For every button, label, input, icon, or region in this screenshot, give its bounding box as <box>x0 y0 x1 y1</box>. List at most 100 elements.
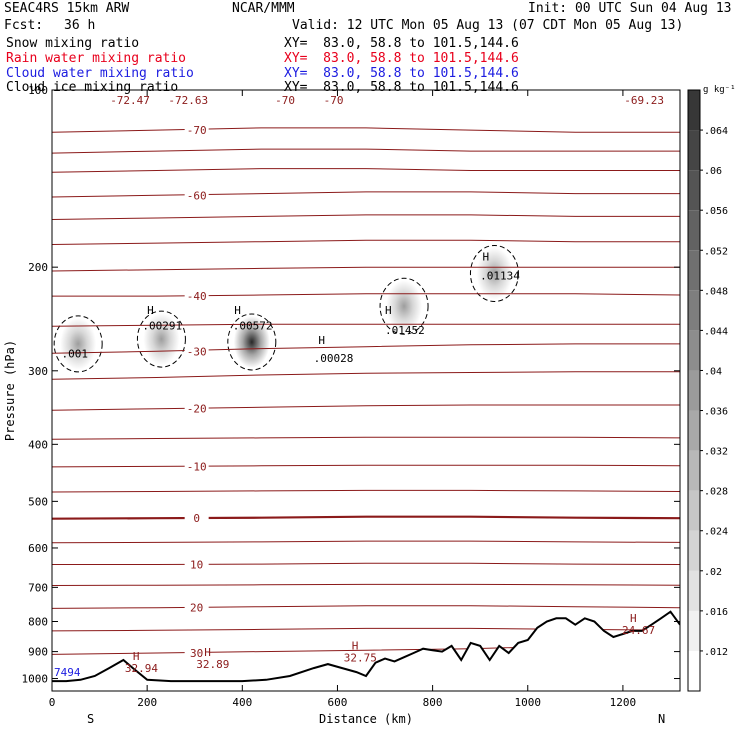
temperature-label-bg-9 <box>184 346 209 359</box>
temperature-label-19: 20 <box>190 602 203 615</box>
temperature-label-11: -20 <box>187 403 207 416</box>
ice-shading-3 <box>386 280 423 333</box>
colorbar-tick-label-11: .056 <box>704 206 728 217</box>
temperature-label-bg-21 <box>184 648 209 661</box>
colorbar-step-6 <box>688 410 700 451</box>
temperature-contour-11 <box>52 404 680 411</box>
top-label-2: -70 <box>275 94 295 107</box>
colorbar-tick-label-1: .016 <box>704 607 728 618</box>
colorbar: .012 .016 .02 .024 .028 .032 .036 .04 .044 .048 .0… <box>687 85 736 692</box>
colorbar-step-11 <box>688 210 700 251</box>
temperature-label-21: 30 <box>190 647 203 660</box>
y-tick-label-3: 400 <box>28 438 48 451</box>
temperature-contour-4 <box>52 214 680 220</box>
temperature-label-bg-7 <box>184 291 209 304</box>
temperature-contour-1 <box>52 148 680 154</box>
temperature-contour-10 <box>52 371 680 380</box>
temperature-label-0: -70 <box>187 124 207 137</box>
contour-label-layer: -70 -60 -40 -30 -20 -10 0 10 20 30 .001 H .00291 H .00… <box>54 94 664 679</box>
terrain-layer <box>52 610 680 691</box>
temperature-contour-17 <box>52 562 680 565</box>
field-label-cloud-ice: Cloud ice mixing ratio <box>6 80 179 95</box>
init-time: Init: 00 UTC Sun 04 Aug 13 <box>528 1 732 16</box>
temperature-contour-19 <box>52 605 680 609</box>
ice-contour-3 <box>379 277 429 335</box>
colorbar-tick-label-0: .012 <box>704 647 728 658</box>
colorbar-step-13 <box>688 130 700 171</box>
temperature-label-15: 0 <box>193 512 200 525</box>
colorbar-step-14 <box>688 90 700 131</box>
colorbar-tick-label-5: .032 <box>704 447 728 458</box>
ice-max-value-2: .00572 <box>233 319 273 332</box>
temperature-label-bg-0 <box>184 125 209 138</box>
colorbar-tick-label-3: .024 <box>704 527 728 538</box>
temperature-contour-18 <box>52 583 680 586</box>
field-label-snow: Snow mixing ratio <box>6 36 140 51</box>
ice-shading-0 <box>60 317 97 370</box>
colorbar-tick-label-7: .04 <box>704 366 722 377</box>
rain-max-marker-1: H <box>204 646 211 659</box>
snow-max-value: .00028 <box>314 352 354 365</box>
x-tick-label-2: 400 <box>232 696 252 709</box>
x-tick-label-1: 200 <box>137 696 157 709</box>
rain-max-marker-0: H <box>133 650 140 663</box>
ice-contour-4 <box>469 244 519 302</box>
temperature-contour-16 <box>52 540 680 544</box>
temperature-label-bg-19 <box>184 602 209 615</box>
valid-time: Valid: 12 UTC Mon 05 Aug 13 (07 CDT Mon … <box>292 18 684 33</box>
ice-shading-1 <box>143 313 180 366</box>
temperature-contour-0 <box>52 127 680 133</box>
plot-area <box>52 127 680 655</box>
temperature-contour-9 <box>52 343 680 354</box>
field-xy-rain: XY= 83.0, 58.8 to 101.5,144.6 <box>284 51 519 66</box>
top-label-4: -69.23 <box>624 94 664 107</box>
forecast-hours: 36 h <box>64 18 96 33</box>
y-tick-label-7: 800 <box>28 615 48 628</box>
colorbar-tick-label-13: .064 <box>704 126 728 137</box>
ice-max-marker-3: H <box>385 304 392 317</box>
temperature-contour-12 <box>52 436 680 440</box>
rain-max-value-1: 32.89 <box>196 658 229 671</box>
colorbar-step-0 <box>688 650 700 691</box>
temperature-label-17: 10 <box>190 558 203 571</box>
temperature-contour-2 <box>52 168 680 173</box>
temperature-label-bg-3 <box>184 190 209 203</box>
ice-contour-1 <box>136 310 186 368</box>
ice-shading-4 <box>476 247 513 300</box>
colorbar-tick-label-6: .036 <box>704 407 728 418</box>
colorbar-unit: g kg⁻¹ <box>703 85 736 95</box>
temperature-contour-5 <box>52 239 680 245</box>
field-xy-cloud-ice: XY= 83.0, 58.8 to 101.5,144.6 <box>284 80 519 95</box>
org-label: NCAR/MMM <box>232 1 295 16</box>
colorbar-step-7 <box>688 370 700 411</box>
y-tick-label-5: 600 <box>28 542 48 555</box>
ice-max-value-1: .00291 <box>142 319 182 332</box>
x-tick-label-0: 0 <box>49 696 56 709</box>
y-tick-label-4: 500 <box>28 495 48 508</box>
y-tick-label-8: 900 <box>28 646 48 659</box>
rain-max-marker-2: H <box>352 639 359 652</box>
field-label-rain: Rain water mixing ratio <box>6 51 187 66</box>
colorbar-step-1 <box>688 610 700 651</box>
x-end-label-south: S <box>87 712 94 726</box>
field-xy-snow: XY= 83.0, 58.8 to 101.5,144.6 <box>284 36 519 51</box>
colorbar-step-8 <box>688 330 700 371</box>
temperature-contour-14 <box>52 489 680 493</box>
top-label-1: -72.63 <box>168 94 208 107</box>
rain-max-value-3: 24.67 <box>622 624 655 637</box>
rain-max-value-2: 32.75 <box>344 651 377 664</box>
field-label-cloud-water: Cloud water mixing ratio <box>6 66 194 81</box>
x-tick-label-4: 800 <box>423 696 443 709</box>
colorbar-step-3 <box>688 530 700 571</box>
temperature-label-bg-13 <box>184 461 209 474</box>
ice-contour-0 <box>53 315 103 373</box>
x-axis-title: Distance (km) <box>319 712 413 726</box>
temperature-contour-7 <box>52 293 680 297</box>
colorbar-step-12 <box>688 170 700 211</box>
colorbar-step-4 <box>688 490 700 531</box>
temperature-label-bg-17 <box>184 559 209 572</box>
temperature-contour-15 <box>52 515 680 520</box>
y-tick-label-9: 1000 <box>22 673 49 686</box>
